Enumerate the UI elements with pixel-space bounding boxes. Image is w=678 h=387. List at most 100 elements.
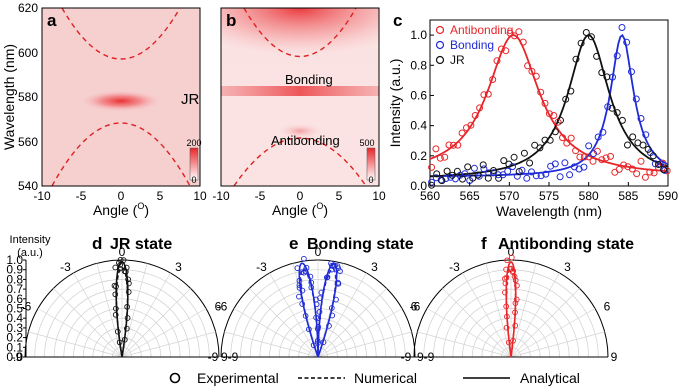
- panel-c-point-bonding: [632, 95, 640, 103]
- legend-experimental-label: Experimental: [197, 370, 279, 386]
- polar-rtick: 0.2: [6, 331, 23, 345]
- polar-ylabel-line1: Intensity: [10, 234, 51, 246]
- panel-b-bonding-band: [221, 86, 379, 96]
- polar-numerical-curve: [505, 267, 517, 358]
- polar-angle-label: -6: [217, 300, 228, 314]
- panel-c-xtick: 565: [460, 189, 480, 203]
- polar-experimental-point: [310, 342, 317, 349]
- panel-c-ylabel: Intensity (a.u.): [387, 59, 403, 148]
- polar-angle-label: -9: [401, 350, 412, 364]
- panel-c-point-antibonding: [580, 153, 588, 161]
- polar-experimental-point: [502, 275, 508, 282]
- panel-c-point-jr: [649, 152, 657, 160]
- panel-c-point-jr: [639, 141, 647, 149]
- panel-b-colorbar-min: 0: [368, 175, 373, 185]
- polar-angle-label: 3: [175, 260, 182, 274]
- panel-b-dashed-upper: [243, 7, 357, 58]
- panel-c-point-antibonding: [598, 156, 606, 164]
- panel-c-ticks: 560 565 570 575 580 585 590 0.0 0.2 0.4 0.6 0.8 1.0: [410, 28, 678, 203]
- polar-spoke: [233, 308, 319, 358]
- polar-experimental-point: [315, 340, 321, 346]
- polar-experimental-point: [328, 266, 335, 273]
- panel-c-point-jr: [515, 168, 523, 175]
- panel-a-xtick: 0: [118, 189, 125, 203]
- panel-b-xtick: -5: [255, 189, 266, 203]
- panel-c-point-jr: [541, 136, 549, 144]
- panel-c-point-jr: [510, 153, 518, 161]
- panel-c-point-antibonding: [559, 134, 566, 142]
- panel-c-point-antibonding: [602, 154, 610, 162]
- polar-experimental-point: [121, 336, 128, 343]
- panel-c-point-bonding: [528, 168, 535, 176]
- polar-spoke: [28, 331, 123, 358]
- polar-rtick: 0.7: [6, 282, 23, 296]
- panel-c-point-bonding: [532, 172, 540, 180]
- panel-a-annotation-jr: JR: [181, 91, 200, 108]
- panel-b-annotation-bonding: Bonding: [285, 72, 333, 87]
- panel-a-jr-spot: [79, 90, 163, 112]
- panel-c-point-jr: [495, 174, 503, 182]
- panel-c-point-antibonding: [593, 147, 601, 155]
- panel-d-title: JR state: [110, 236, 172, 253]
- polar-spoke: [442, 288, 512, 358]
- panel-a-dashed-lower: [51, 122, 191, 187]
- panel-c-ytick: 0.2: [410, 149, 427, 163]
- polar-spoke: [510, 308, 596, 358]
- panel-c-point-jr: [474, 171, 482, 179]
- polar-spoke: [121, 272, 171, 358]
- panel-e: -9 -6 -3 0 3 6: [208, 245, 418, 364]
- panel-c-point-antibonding: [454, 141, 462, 149]
- panel-c-point-antibonding: [458, 129, 466, 137]
- polar-experimental-point: [337, 268, 343, 275]
- panel-c-point-antibonding: [441, 153, 449, 161]
- panel-b-dashed-lower: [233, 137, 367, 187]
- panel-c-point-bonding: [651, 160, 659, 168]
- panel-c-point-jr: [469, 174, 477, 182]
- polar-spoke: [73, 272, 123, 358]
- polar-angle-label: -3: [449, 260, 460, 274]
- panel-c-point-bonding: [542, 170, 550, 178]
- polar-experimental-point: [318, 289, 325, 296]
- panel-c-point-bonding: [551, 160, 559, 168]
- polar-experimental-point: [306, 326, 312, 333]
- polar-experimental-point: [303, 264, 310, 271]
- panel-c-point-antibonding: [545, 110, 553, 118]
- panel-c-point-jr: [490, 167, 497, 174]
- panel-c-point-bonding: [556, 173, 564, 181]
- panel-b-antibonding-spot: [276, 123, 324, 139]
- panel-c-point-bonding: [561, 159, 569, 167]
- polar-experimental-point: [510, 337, 516, 344]
- polar-experimental-point: [503, 303, 510, 310]
- panel-c-point-antibonding: [480, 91, 488, 99]
- panel-c-point-jr: [536, 144, 544, 152]
- panel-c-point-jr: [443, 167, 451, 175]
- panel-c-xtick: 580: [579, 189, 599, 203]
- panel-a-dashed-upper: [61, 7, 181, 60]
- panel-a-xtick: -10: [33, 189, 51, 203]
- polar-experimental-point: [335, 279, 341, 286]
- panel-c-point-jr: [557, 116, 564, 124]
- polar-experimental-point: [296, 293, 302, 300]
- polar-spoke: [292, 263, 319, 358]
- polar-angle-label: 0: [119, 245, 126, 259]
- panel-c-legend-label: JR: [450, 53, 465, 67]
- panel-c-point-bonding: [580, 163, 588, 171]
- polar-experimental-point: [114, 328, 121, 335]
- panel-c-point-antibonding: [532, 72, 540, 80]
- panel-c-point-jr: [655, 161, 662, 168]
- panel-c-point-antibonding: [541, 99, 549, 107]
- panel-c-point-antibonding: [628, 165, 636, 173]
- polar-rtick: 0.4: [6, 311, 23, 325]
- panel-c-point-antibonding: [585, 153, 593, 161]
- polar-spoke: [317, 308, 403, 358]
- polar-experimental-point: [315, 315, 322, 322]
- polar-experimental-point: [125, 276, 131, 283]
- panel-c-point-jr: [428, 181, 436, 189]
- panel-c-point-antibonding: [633, 170, 641, 178]
- panel-c-point-antibonding: [502, 47, 510, 55]
- polar-experimental-point: [508, 254, 515, 261]
- polar-spoke: [121, 263, 148, 358]
- polar-rtick: 0.5: [6, 302, 23, 316]
- panel-c-point-antibonding: [611, 168, 619, 176]
